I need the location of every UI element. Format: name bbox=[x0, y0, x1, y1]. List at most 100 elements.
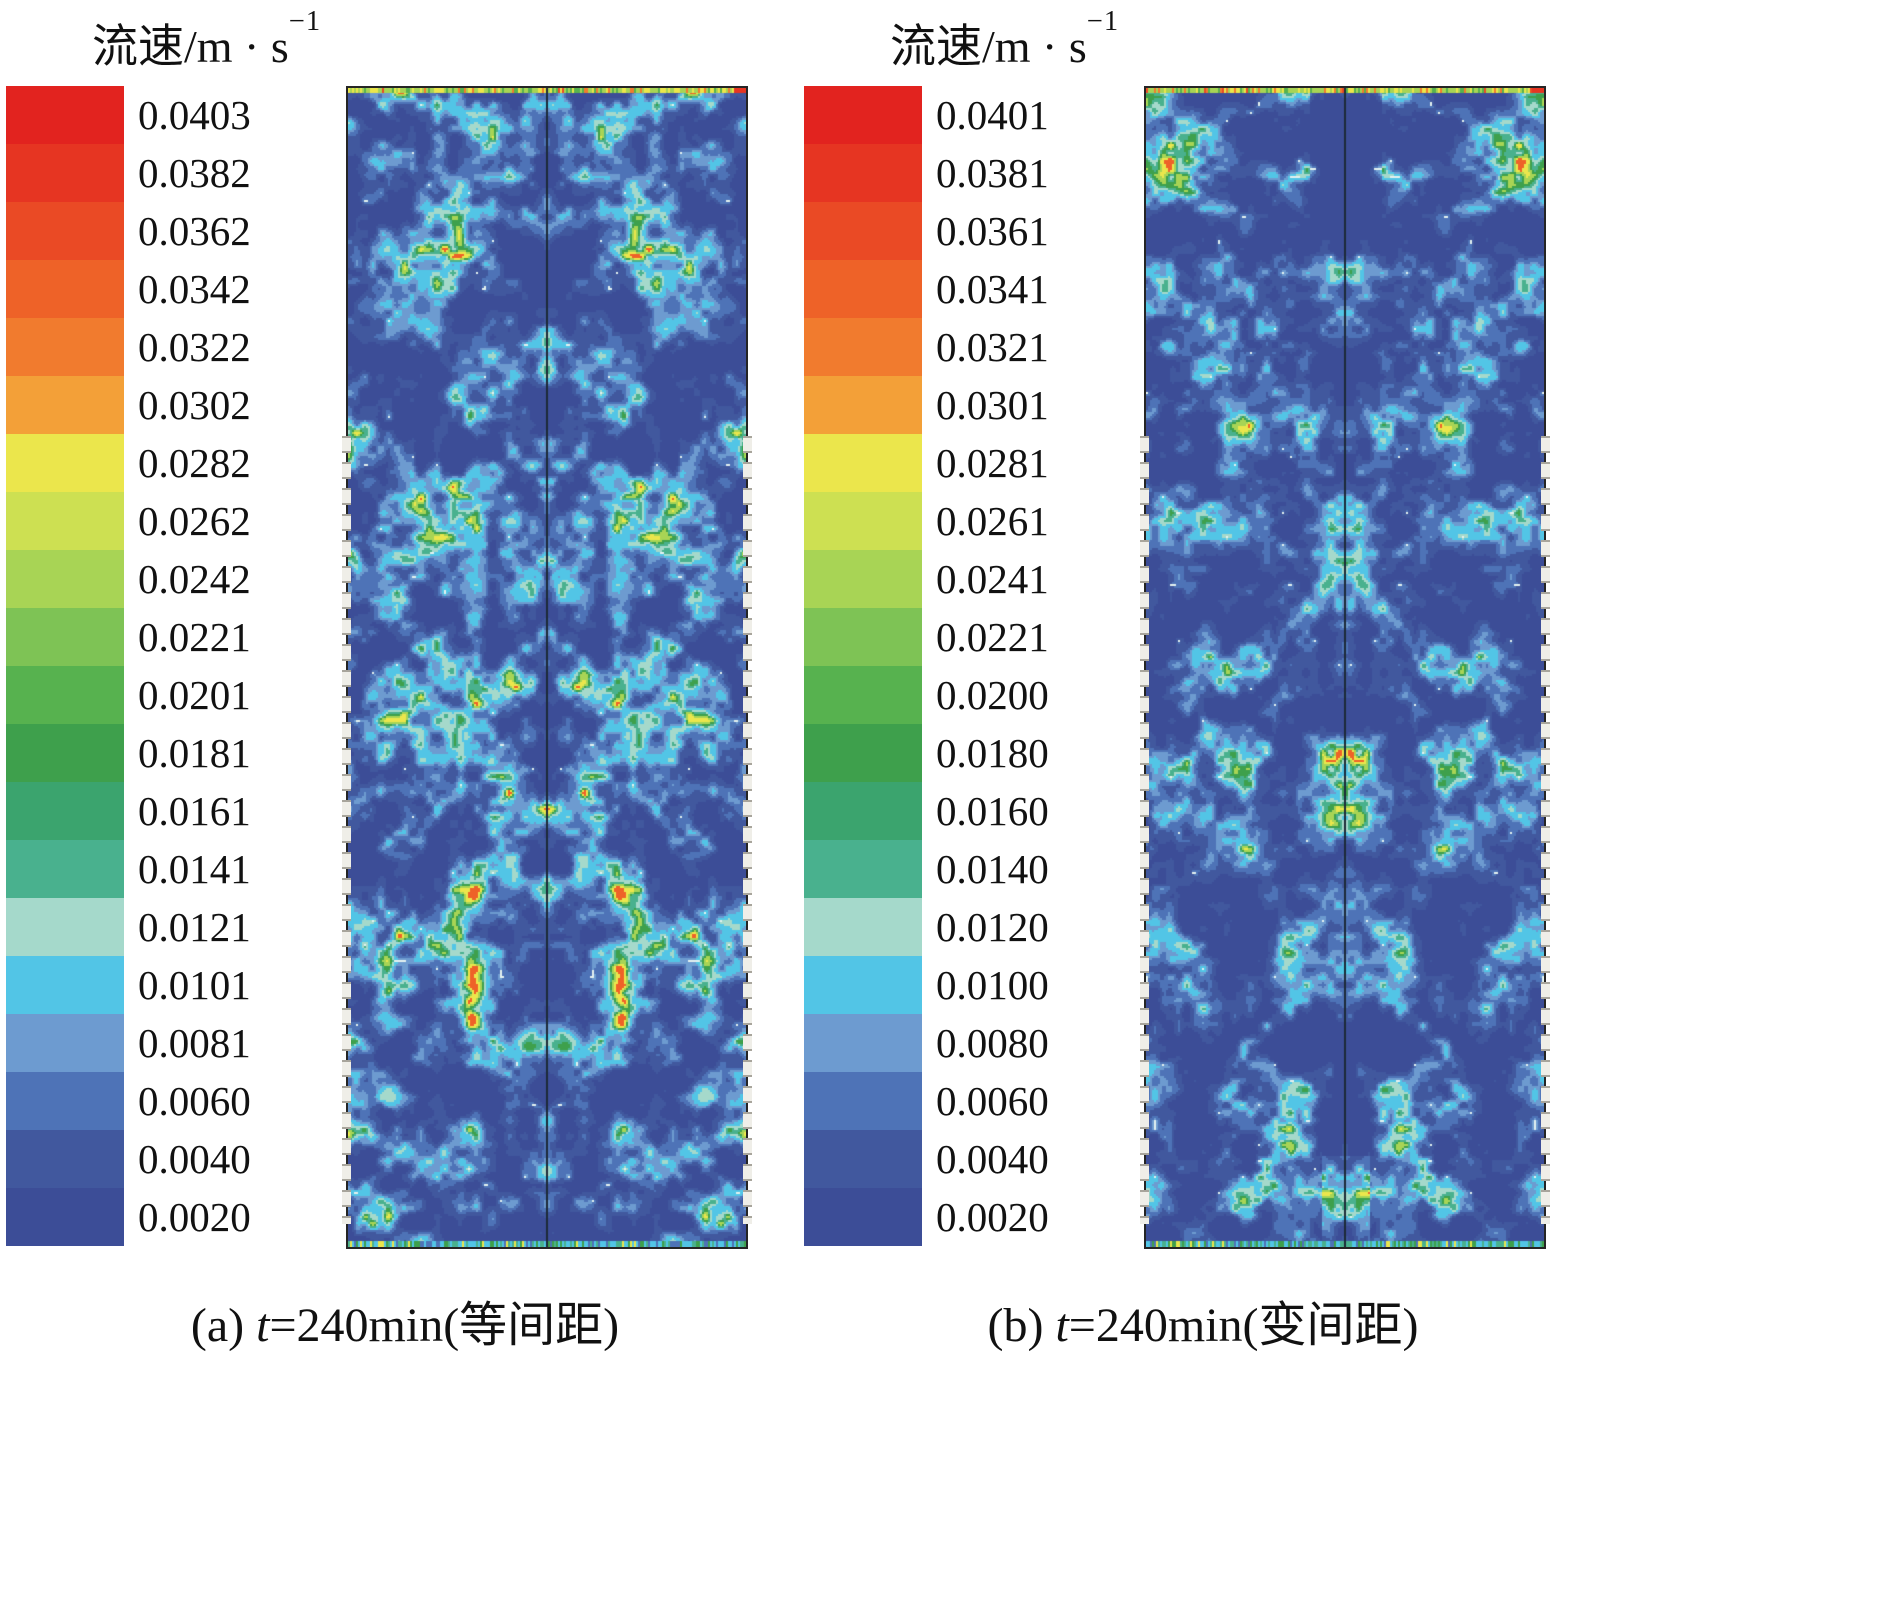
panel-b-caption: (b) t=240min(变间距) bbox=[987, 1285, 1418, 1355]
colorbar-swatch bbox=[804, 318, 922, 376]
colorbar-swatch bbox=[6, 318, 124, 376]
colorbar bbox=[804, 86, 922, 1246]
panel-b: 流速/m · s−1 0.0401 0.0381 0.0361 0.0341 0.032… bbox=[804, 6, 1550, 1355]
colorbar-level-label: 0.0242 bbox=[138, 555, 251, 602]
colorbar-title-text: 流速/m · s bbox=[890, 21, 1087, 72]
colorbar-title-exponent: −1 bbox=[1086, 6, 1120, 37]
colorbar-swatch bbox=[6, 1072, 124, 1130]
colorbar-level-label: 0.0403 bbox=[138, 91, 251, 138]
colorbar-swatch bbox=[6, 956, 124, 1014]
panel-a-caption: (a) t=240min(等间距) bbox=[191, 1285, 619, 1355]
colorbar-level-label: 0.0080 bbox=[936, 1019, 1049, 1066]
colorbar-swatch bbox=[804, 666, 922, 724]
colorbar-level-label: 0.0302 bbox=[138, 381, 251, 428]
colorbar-swatch bbox=[6, 1130, 124, 1188]
colorbar-swatch bbox=[804, 1130, 922, 1188]
caption-text: =240min(等间距) bbox=[269, 1299, 620, 1352]
colorbar-swatch bbox=[6, 608, 124, 666]
caption-variable: t bbox=[1055, 1299, 1069, 1352]
colorbar-level-label: 0.0160 bbox=[936, 787, 1049, 834]
colorbar-level-label: 0.0401 bbox=[936, 91, 1049, 138]
colorbar-swatch bbox=[6, 144, 124, 202]
colorbar-level-label: 0.0060 bbox=[138, 1077, 251, 1124]
colorbar-swatch bbox=[6, 550, 124, 608]
caption-text: =240min(变间距) bbox=[1068, 1299, 1419, 1352]
colorbar-swatch bbox=[804, 550, 922, 608]
colorbar-level-label: 0.0081 bbox=[138, 1019, 251, 1066]
colorbar-swatch bbox=[804, 202, 922, 260]
colorbar-level-label: 0.0261 bbox=[936, 497, 1049, 544]
colorbar-swatch bbox=[804, 376, 922, 434]
caption-index: (b) bbox=[987, 1299, 1056, 1352]
colorbar-swatch bbox=[804, 898, 922, 956]
membrane-ticks-left bbox=[1140, 435, 1149, 1224]
colorbar-swatch bbox=[804, 1188, 922, 1246]
colorbar-level-label: 0.0341 bbox=[936, 265, 1049, 312]
caption-index: (a) bbox=[190, 1299, 257, 1352]
colorbar-swatch bbox=[804, 840, 922, 898]
membrane-ticks-right bbox=[1541, 435, 1550, 1224]
colorbar-swatch bbox=[6, 898, 124, 956]
colorbar-level-label: 0.0100 bbox=[936, 961, 1049, 1008]
colorbar-swatch bbox=[804, 608, 922, 666]
colorbar-labels: 0.0403 0.0382 0.0362 0.0342 0.0322 0.0302 0.02… bbox=[138, 86, 314, 1246]
colorbar-level-label: 0.0281 bbox=[936, 439, 1049, 486]
colorbar-level-label: 0.0020 bbox=[138, 1193, 251, 1240]
colorbar-swatch bbox=[804, 86, 922, 144]
colorbar-level-label: 0.0101 bbox=[138, 961, 251, 1008]
colorbar-swatch bbox=[804, 492, 922, 550]
panel-a: 流速/m · s−1 0.0403 0.0382 0.0362 0.0342 0.032… bbox=[6, 6, 752, 1355]
colorbar-level-label: 0.0342 bbox=[138, 265, 251, 312]
colorbar-level-label: 0.0262 bbox=[138, 497, 251, 544]
colorbar-swatch bbox=[804, 434, 922, 492]
colorbar-level-label: 0.0140 bbox=[936, 845, 1049, 892]
colorbar-level-label: 0.0301 bbox=[936, 381, 1049, 428]
colorbar-level-label: 0.0221 bbox=[138, 613, 251, 660]
colorbar-level-label: 0.0382 bbox=[138, 149, 251, 196]
colorbar-title-text: 流速/m · s bbox=[92, 21, 289, 72]
colorbar-level-label: 0.0161 bbox=[138, 787, 251, 834]
membrane-ticks-right bbox=[743, 435, 752, 1224]
colorbar-swatch bbox=[6, 1188, 124, 1246]
colorbar-level-label: 0.0201 bbox=[138, 671, 251, 718]
colorbar-level-label: 0.0180 bbox=[936, 729, 1049, 776]
colorbar-swatch bbox=[6, 202, 124, 260]
colorbar-title-exponent: −1 bbox=[288, 6, 322, 37]
panel-a-body: 0.0403 0.0382 0.0362 0.0342 0.0322 0.0302 0.02… bbox=[6, 86, 752, 1249]
colorbar-swatch bbox=[6, 492, 124, 550]
colorbar-swatch bbox=[6, 86, 124, 144]
colorbar-level-label: 0.0381 bbox=[936, 149, 1049, 196]
colorbar-swatch bbox=[6, 376, 124, 434]
colorbar-swatch bbox=[804, 782, 922, 840]
colorbar-title: 流速/m · s−1 bbox=[92, 6, 748, 76]
colorbar-level-label: 0.0181 bbox=[138, 729, 251, 776]
colorbar-swatch bbox=[6, 666, 124, 724]
colorbar bbox=[6, 86, 124, 1246]
colorbar-level-label: 0.0120 bbox=[936, 903, 1049, 950]
colorbar-swatch bbox=[804, 260, 922, 318]
contour-figure: 流速/m · s−1 0.0403 0.0382 0.0362 0.0342 0.032… bbox=[6, 6, 1550, 1355]
colorbar-swatch bbox=[6, 782, 124, 840]
colorbar-level-label: 0.0321 bbox=[936, 323, 1049, 370]
colorbar-swatch bbox=[6, 724, 124, 782]
colorbar-title: 流速/m · s−1 bbox=[890, 6, 1546, 76]
membrane-ticks-left bbox=[342, 435, 351, 1224]
contour-plot bbox=[348, 88, 746, 1247]
colorbar-swatch bbox=[6, 434, 124, 492]
colorbar-level-label: 0.0361 bbox=[936, 207, 1049, 254]
colorbar-level-label: 0.0040 bbox=[138, 1135, 251, 1182]
colorbar-swatch bbox=[6, 1014, 124, 1072]
colorbar-swatch bbox=[804, 144, 922, 202]
colorbar-level-label: 0.0322 bbox=[138, 323, 251, 370]
colorbar-level-label: 0.0241 bbox=[936, 555, 1049, 602]
caption-variable: t bbox=[256, 1299, 270, 1352]
colorbar-level-label: 0.0040 bbox=[936, 1135, 1049, 1182]
colorbar-swatch bbox=[6, 260, 124, 318]
panel-b-body: 0.0401 0.0381 0.0361 0.0341 0.0321 0.0301 0.02… bbox=[804, 86, 1550, 1249]
contour-plot-frame bbox=[1140, 86, 1550, 1249]
colorbar-level-label: 0.0141 bbox=[138, 845, 251, 892]
colorbar-swatch bbox=[6, 840, 124, 898]
colorbar-level-label: 0.0020 bbox=[936, 1193, 1049, 1240]
colorbar-swatch bbox=[804, 724, 922, 782]
colorbar-swatch bbox=[804, 956, 922, 1014]
